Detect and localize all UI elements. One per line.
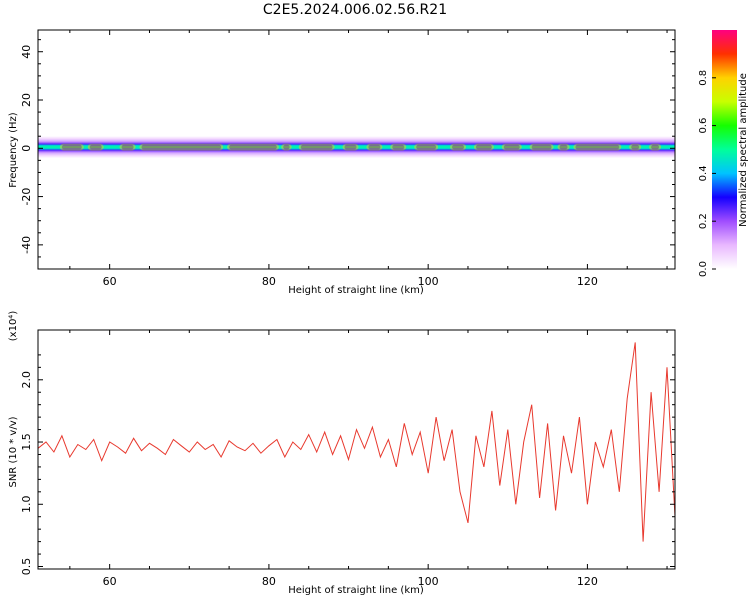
y-tick-label-top: -40 [20,236,33,254]
x-tick-label-bottom: 80 [262,575,276,588]
x-axis-label-top: Height of straight line (km) [288,285,424,296]
x-axis-label-bottom: Height of straight line (km) [288,585,424,596]
y-tick-label-top: 40 [20,45,33,59]
y-tick-label-top: 20 [20,93,33,107]
colorbar-label: Normalized spectral amplitude [738,73,749,227]
x-tick-label-bottom: 100 [418,575,439,588]
figure-title: C2E5.2024.006.02.56.R21 [262,2,448,18]
x-tick-label-top: 80 [262,275,276,288]
colorbar-tick-label: 0.0 [698,261,709,277]
y-tick-label-bottom: 1.5 [20,433,33,451]
x-tick-label-bottom: 60 [103,575,117,588]
y-scale-label-bottom: (x10⁴) [8,311,19,342]
plot-frame-bottom [37,329,676,570]
colorbar [712,30,737,269]
x-tick-label-bottom: 120 [577,575,598,588]
x-tick-label-top: 60 [103,275,117,288]
snr-line [38,342,675,542]
y-tick-label-bottom: 2.0 [20,371,33,389]
x-tick-label-top: 100 [418,275,439,288]
y-tick-label-bottom: 1.0 [20,496,33,514]
y-tick-label-bottom: 0.5 [20,558,33,576]
colorbar-tick-label: 0.6 [698,118,709,134]
heatmap-halo [38,136,675,159]
x-tick-label-top: 120 [577,275,598,288]
colorbar-tick-label: 0.2 [698,213,709,229]
y-axis-label-top: Frequency (Hz) [8,112,19,188]
plot-frame-top [37,29,676,270]
colorbar-tick-label: 0.4 [698,165,709,181]
y-tick-label-top: 0 [20,145,33,152]
colorbar-tick-label: 0.8 [698,70,709,86]
y-tick-label-top: -20 [20,188,33,206]
y-axis-label-bottom: SNR (10 * v/v) [8,416,19,487]
